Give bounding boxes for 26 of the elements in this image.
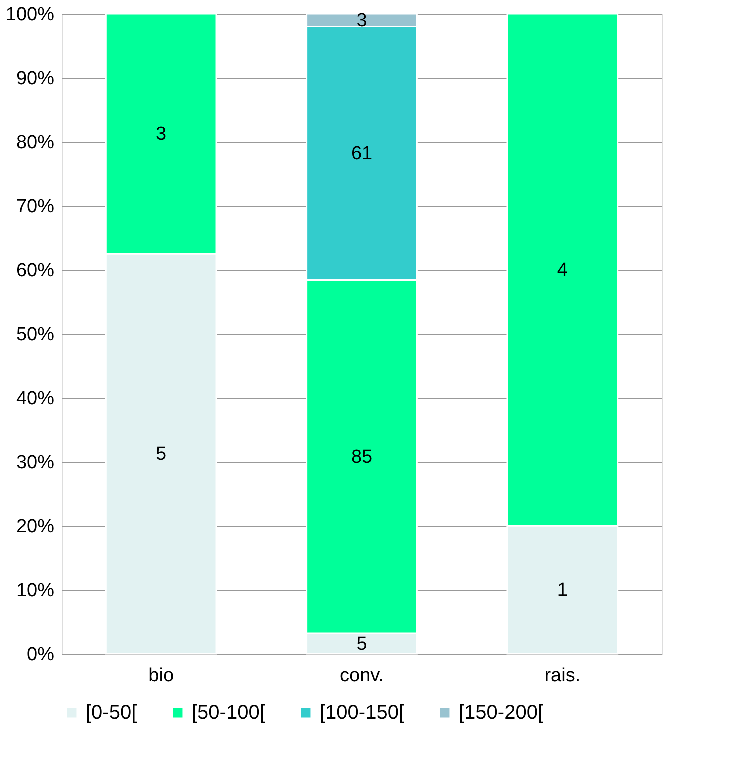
y-tick-label: 0% <box>27 644 55 666</box>
legend-label: [0-50[ <box>86 702 138 724</box>
x-tick-label: conv. <box>340 666 384 686</box>
y-tick-label: 20% <box>16 516 55 538</box>
y-tick-label: 50% <box>16 324 55 346</box>
legend-label: [50-100[ <box>192 702 266 724</box>
legend-label: [100-150[ <box>320 702 405 724</box>
annotation: 4 <box>557 260 568 281</box>
annotation: 5 <box>156 444 167 465</box>
annotation: 5 <box>356 634 368 655</box>
y-tick-label: 30% <box>16 452 55 474</box>
annotation: 61 <box>351 144 373 165</box>
y-tick-label: 60% <box>16 260 55 282</box>
y-tick-label: 10% <box>16 580 55 602</box>
x-tick-label: bio <box>148 666 174 686</box>
y-tick-label: 70% <box>16 196 55 218</box>
annotation: 1 <box>557 580 568 601</box>
legend-label: [150-200[ <box>459 702 544 724</box>
x-tick-label: rais. <box>544 666 581 686</box>
y-tick-label: 80% <box>16 132 55 154</box>
annotation: 3 <box>356 10 368 32</box>
annotation: 3 <box>156 124 167 145</box>
y-tick-label: 90% <box>16 68 55 90</box>
y-tick-label: 40% <box>16 388 55 410</box>
annotation: 85 <box>351 446 373 468</box>
y-tick-label: 100% <box>6 4 55 26</box>
